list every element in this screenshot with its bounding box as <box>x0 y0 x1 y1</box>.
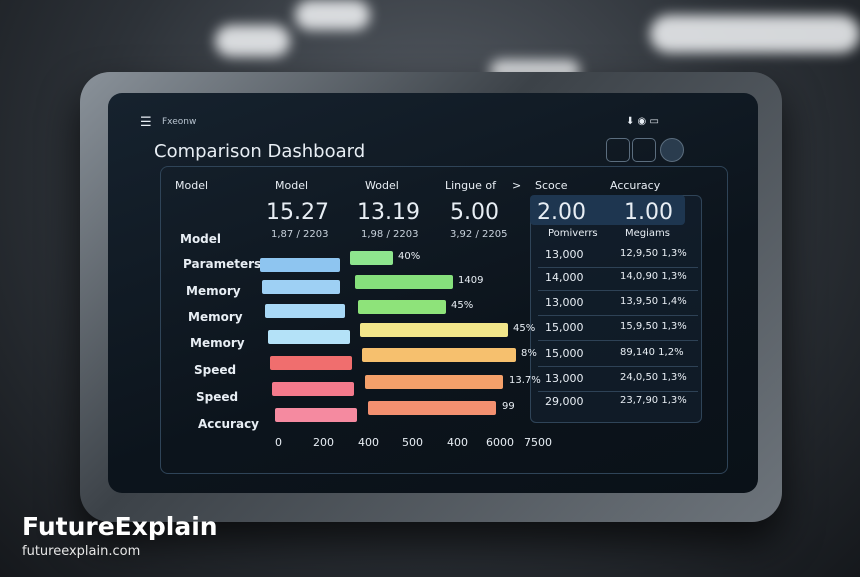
table-cell: 89,140 1,2% <box>620 347 684 358</box>
table-cell: 14,0,90 1,3% <box>620 271 687 282</box>
table-cell: 15,9,50 1,3% <box>620 321 687 332</box>
menu-icon[interactable]: ☰ <box>140 115 152 130</box>
summary-value: 1.00 <box>624 200 673 225</box>
watermark-url: futureexplain.com <box>22 544 141 559</box>
axis-label: 0 <box>275 436 282 449</box>
settings-button[interactable] <box>660 138 684 162</box>
bar-label: 1409 <box>458 275 484 286</box>
bar-label: 40% <box>398 251 421 262</box>
table-cell: 23,7,90 1,3% <box>620 395 687 406</box>
ceiling-light <box>650 15 860 53</box>
bar <box>365 375 503 389</box>
bar <box>368 401 496 415</box>
bar <box>362 348 516 362</box>
column-header: Model <box>175 179 209 192</box>
chart-panel <box>160 166 728 474</box>
row-divider <box>538 267 698 268</box>
column-header: Accuracy <box>610 179 661 192</box>
axis-label: 400 <box>447 436 468 449</box>
row-divider <box>538 290 698 291</box>
bar <box>260 258 340 272</box>
summary-value: 2.00 <box>537 200 586 225</box>
row-divider <box>538 366 698 367</box>
bar <box>272 382 354 396</box>
summary-subtitle: 1,87 / 2203 <box>271 229 329 240</box>
summary-value: 5.00 <box>450 200 499 225</box>
bar <box>358 300 446 314</box>
axis-label: 7500 <box>524 436 552 449</box>
table-cell: 13,000 <box>545 248 584 261</box>
bar-label: 13.7% <box>509 375 541 386</box>
row-label: Accuracy <box>198 417 260 431</box>
summary-value: 15.27 <box>266 200 329 225</box>
highlight <box>530 195 685 225</box>
bar-label: 8% <box>521 348 537 359</box>
search-button[interactable] <box>606 138 630 162</box>
table-cell: 13,9,50 1,4% <box>620 296 687 307</box>
axis-label: 200 <box>313 436 334 449</box>
bar <box>268 330 350 344</box>
bar <box>270 356 352 370</box>
bar-label: 99 <box>502 401 515 412</box>
bar <box>355 275 453 289</box>
ceiling-light <box>295 0 370 30</box>
bar <box>350 251 393 265</box>
row-label: Memory <box>186 284 241 298</box>
row-label: Memory <box>188 310 243 324</box>
dashboard-title: Comparison Dashboard <box>154 141 366 162</box>
row-label: Memory <box>190 336 245 350</box>
row-divider <box>538 340 698 341</box>
axis-label: 400 <box>358 436 379 449</box>
table-header: Pomiverrs <box>548 228 598 239</box>
summary-value: 13.19 <box>357 200 420 225</box>
status-icons: ⬇ ◉ ▭ <box>626 116 659 127</box>
row-label: Speed <box>196 390 239 404</box>
bar <box>360 323 508 337</box>
row-divider <box>538 315 698 316</box>
bar-label: 45% <box>513 323 536 334</box>
axis-label: 500 <box>402 436 423 449</box>
table-cell: 13,000 <box>545 296 584 309</box>
column-header: Wodel <box>365 179 399 192</box>
summary-subtitle: 3,92 / 2205 <box>450 229 508 240</box>
column-header: Model <box>275 179 309 192</box>
bar <box>262 280 340 294</box>
bar <box>265 304 345 318</box>
ceiling-light <box>215 25 290 57</box>
table-cell: 15,000 <box>545 321 584 334</box>
bar-label: 45% <box>451 300 474 311</box>
row-label: Speed <box>194 363 237 377</box>
column-header: > <box>512 179 522 192</box>
table-cell: 13,000 <box>545 372 584 385</box>
bar <box>275 408 357 422</box>
row-divider <box>538 391 698 392</box>
table-cell: 24,0,50 1,3% <box>620 372 687 383</box>
table-cell: 14,000 <box>545 271 584 284</box>
column-header: Scoce <box>535 179 568 192</box>
user-button[interactable] <box>632 138 656 162</box>
axis-label: 6000 <box>486 436 514 449</box>
row-label: Parameters <box>183 257 262 271</box>
table-cell: 15,000 <box>545 347 584 360</box>
app-name: Fxeonw <box>162 117 197 127</box>
table-cell: 29,000 <box>545 395 584 408</box>
table-cell: 12,9,50 1,3% <box>620 248 687 259</box>
table-header: Megiams <box>625 228 670 239</box>
summary-subtitle: 1,98 / 2203 <box>361 229 419 240</box>
column-header: Lingue of <box>445 179 496 192</box>
table-panel <box>530 195 702 423</box>
row-label: Model <box>180 232 222 246</box>
watermark-brand: FutureExplain <box>22 512 218 541</box>
